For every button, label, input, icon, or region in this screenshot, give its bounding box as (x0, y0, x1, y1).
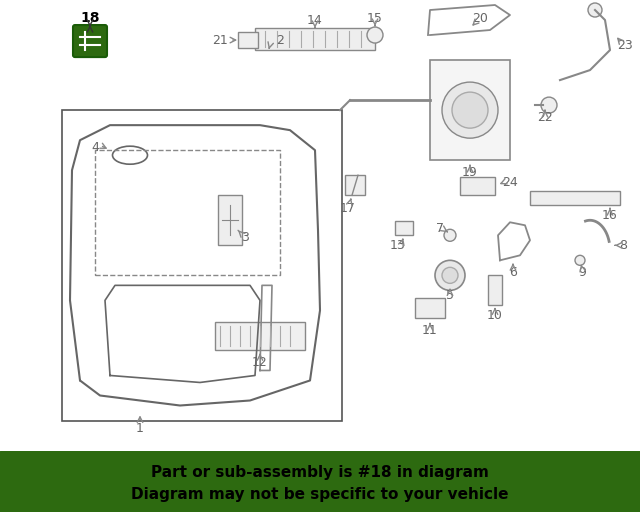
Circle shape (541, 97, 557, 113)
Circle shape (588, 3, 602, 17)
Bar (395, 221, 413, 236)
FancyBboxPatch shape (73, 25, 107, 57)
Text: 5: 5 (446, 289, 454, 302)
Circle shape (442, 82, 498, 138)
Text: 18: 18 (80, 11, 100, 25)
Circle shape (452, 92, 488, 128)
Bar (430, 60, 510, 160)
Text: 3: 3 (241, 231, 249, 244)
Text: Diagram may not be specific to your vehicle: Diagram may not be specific to your vehi… (131, 487, 509, 502)
Text: 24: 24 (502, 176, 518, 189)
Text: 2: 2 (276, 34, 284, 47)
Text: 12: 12 (252, 356, 268, 369)
Circle shape (575, 255, 585, 265)
Bar (255, 28, 375, 50)
Text: 20: 20 (472, 12, 488, 25)
Circle shape (442, 267, 458, 283)
Bar (345, 175, 365, 195)
Text: Part or sub-assembly is #18 in diagram: Part or sub-assembly is #18 in diagram (151, 464, 489, 480)
Circle shape (367, 27, 383, 43)
Bar (238, 32, 258, 48)
Text: 19: 19 (462, 166, 478, 179)
Bar (218, 195, 242, 245)
Bar (62, 110, 342, 420)
Text: 8: 8 (619, 239, 627, 252)
Bar (488, 275, 502, 305)
Text: 7: 7 (436, 222, 444, 235)
Circle shape (444, 229, 456, 241)
Text: 15: 15 (367, 12, 383, 25)
Text: 1: 1 (136, 422, 144, 435)
Bar (415, 298, 445, 318)
Text: 11: 11 (422, 324, 438, 337)
Ellipse shape (113, 146, 147, 164)
Text: 23: 23 (617, 38, 633, 52)
Text: 16: 16 (602, 209, 618, 222)
Text: 10: 10 (487, 309, 503, 322)
Text: 9: 9 (578, 266, 586, 279)
Text: 21: 21 (212, 34, 228, 47)
Bar (215, 323, 305, 350)
Circle shape (435, 260, 465, 290)
Text: 4: 4 (91, 141, 99, 154)
Bar (460, 177, 495, 195)
Text: 6: 6 (509, 266, 517, 279)
Text: 17: 17 (340, 202, 356, 215)
Text: 22: 22 (537, 111, 553, 123)
Text: 14: 14 (307, 13, 323, 27)
Text: 13: 13 (390, 239, 406, 252)
Bar (530, 191, 620, 205)
